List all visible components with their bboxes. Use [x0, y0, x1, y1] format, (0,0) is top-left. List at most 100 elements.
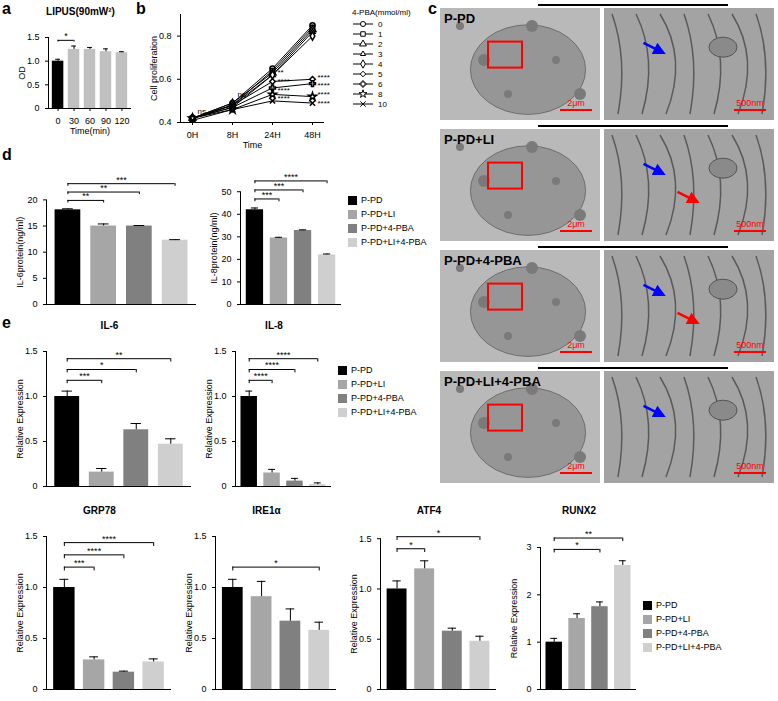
svg-text:IL-6protein(ng/ml): IL-6protein(ng/ml) [15, 217, 25, 288]
svg-text:20: 20 [27, 195, 37, 205]
svg-text:0.6: 0.6 [159, 74, 172, 84]
svg-text:IL-8protein(ng/ml): IL-8protein(ng/ml) [209, 213, 219, 284]
svg-text:0: 0 [366, 684, 371, 694]
svg-text:2μm: 2μm [567, 98, 585, 108]
svg-text:Relative Expression: Relative Expression [349, 574, 359, 654]
svg-text:15: 15 [27, 221, 37, 231]
svg-text:1: 1 [526, 637, 531, 647]
svg-text:Time: Time [243, 140, 263, 150]
svg-text:0: 0 [32, 481, 37, 491]
svg-text:5: 5 [32, 273, 37, 283]
svg-text:3: 3 [526, 542, 531, 552]
svg-text:500nm: 500nm [736, 340, 764, 350]
svg-text:2: 2 [526, 590, 531, 600]
svg-text:**: ** [82, 191, 90, 201]
svg-text:**: ** [585, 529, 593, 539]
svg-text:10: 10 [27, 247, 37, 257]
svg-text:20: 20 [221, 254, 231, 264]
svg-text:OD: OD [17, 66, 27, 80]
svg-text:****: **** [276, 350, 291, 360]
svg-text:0: 0 [526, 684, 531, 694]
svg-text:Time(min): Time(min) [70, 126, 110, 136]
svg-text:**: ** [100, 183, 108, 193]
svg-text:*: * [100, 360, 104, 370]
svg-text:1.0: 1.0 [194, 582, 207, 592]
svg-text:0: 0 [56, 116, 61, 126]
svg-text:0: 0 [32, 684, 37, 694]
svg-text:1.5: 1.5 [25, 531, 38, 541]
svg-text:P-PD+4-PBA: P-PD+4-PBA [444, 253, 522, 268]
svg-text:*: * [575, 540, 579, 550]
svg-text:0: 0 [201, 684, 206, 694]
svg-text:***: *** [79, 371, 90, 381]
svg-text:1.0: 1.0 [359, 584, 372, 594]
svg-text:0.5: 0.5 [194, 633, 207, 643]
svg-text:1.0: 1.0 [27, 56, 40, 66]
svg-text:****: **** [254, 371, 269, 381]
svg-text:P-PD+LI+4-PBA: P-PD+LI+4-PBA [444, 374, 541, 389]
svg-text:P-PD+LI: P-PD+LI [444, 132, 494, 147]
svg-text:***: *** [74, 558, 85, 568]
svg-text:****: **** [265, 360, 280, 370]
svg-text:0.5: 0.5 [359, 634, 372, 644]
svg-text:*: * [64, 31, 68, 41]
svg-text:****: **** [278, 94, 290, 103]
svg-text:48H: 48H [304, 130, 321, 140]
svg-text:500nm: 500nm [736, 219, 764, 229]
svg-text:0: 0 [32, 299, 37, 309]
svg-text:*: * [409, 540, 413, 550]
svg-text:50: 50 [221, 187, 231, 197]
svg-text:30: 30 [221, 232, 231, 242]
svg-text:*: * [274, 558, 278, 568]
svg-text:1.0: 1.0 [214, 391, 227, 401]
svg-text:1.5: 1.5 [194, 531, 207, 541]
svg-text:0.5: 0.5 [25, 436, 38, 446]
svg-text:500nm: 500nm [736, 461, 764, 471]
svg-text:0.4: 0.4 [159, 117, 172, 127]
svg-text:90: 90 [101, 116, 111, 126]
svg-text:1.0: 1.0 [25, 391, 38, 401]
svg-text:0: 0 [221, 481, 226, 491]
svg-text:c: c [428, 0, 437, 17]
svg-text:8H: 8H [227, 130, 239, 140]
svg-text:1.5: 1.5 [27, 32, 40, 42]
svg-text:Cell proliferation: Cell proliferation [149, 36, 159, 101]
svg-text:0: 0 [34, 103, 39, 113]
svg-text:****: **** [284, 172, 299, 182]
svg-text:24H: 24H [264, 130, 281, 140]
svg-text:1.5: 1.5 [214, 346, 227, 356]
svg-text:0.5: 0.5 [214, 436, 227, 446]
svg-text:*: * [437, 528, 441, 538]
svg-text:ns: ns [198, 107, 206, 116]
svg-text:ns: ns [238, 90, 246, 99]
svg-text:**: ** [115, 350, 123, 360]
svg-text:****: **** [318, 99, 330, 108]
svg-text:10: 10 [221, 277, 231, 287]
svg-text:P-PD: P-PD [444, 11, 475, 26]
svg-text:1.0: 1.0 [25, 582, 38, 592]
svg-text:1.5: 1.5 [359, 534, 372, 544]
svg-text:0H: 0H [187, 130, 199, 140]
svg-text:120: 120 [114, 116, 129, 126]
svg-text:Relative Expression: Relative Expression [15, 379, 25, 459]
svg-text:60: 60 [85, 116, 95, 126]
svg-text:2μm: 2μm [567, 461, 585, 471]
svg-text:1.5: 1.5 [25, 346, 38, 356]
svg-text:2μm: 2μm [567, 340, 585, 350]
svg-text:***: *** [116, 175, 127, 185]
svg-text:Relative Expression: Relative Expression [509, 579, 519, 659]
svg-text:Relative Expression: Relative Expression [15, 573, 25, 653]
svg-text:2μm: 2μm [567, 219, 585, 229]
svg-text:40: 40 [221, 209, 231, 219]
svg-text:***: *** [274, 181, 285, 191]
svg-text:0.5: 0.5 [25, 633, 38, 643]
svg-text:****: **** [87, 546, 102, 556]
svg-text:***: *** [262, 190, 273, 200]
svg-text:500nm: 500nm [736, 98, 764, 108]
svg-text:0.8: 0.8 [159, 31, 172, 41]
svg-text:0: 0 [226, 299, 231, 309]
svg-text:Relative Expression: Relative Expression [204, 379, 214, 459]
svg-text:0.5: 0.5 [27, 80, 40, 90]
svg-text:30: 30 [69, 116, 79, 126]
svg-text:****: **** [102, 534, 117, 544]
